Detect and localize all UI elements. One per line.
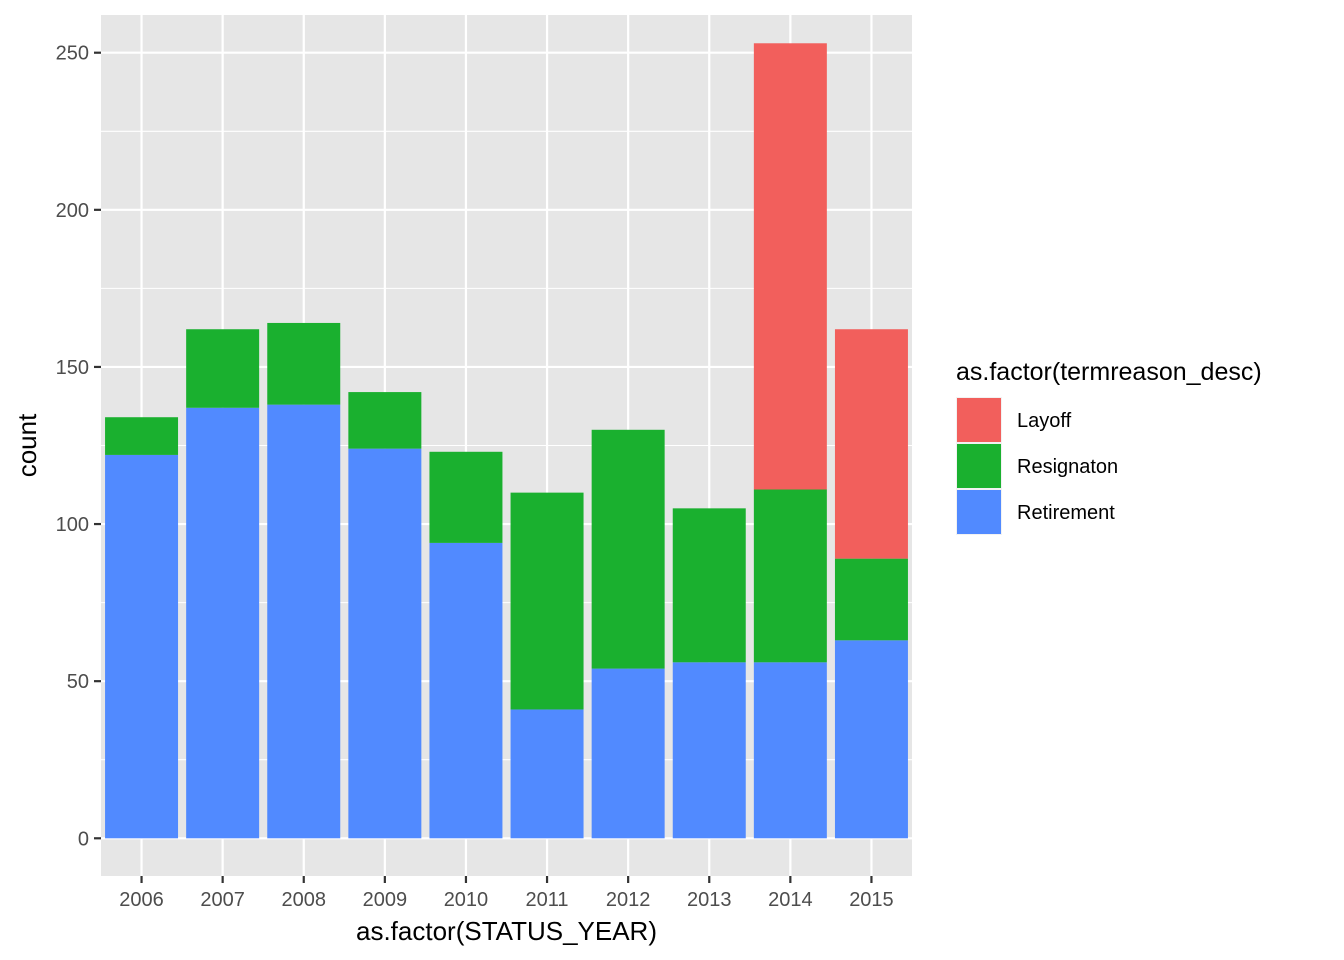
- bar-retirement-2011: [510, 709, 584, 839]
- x-axis: 2006 2007 2008 2009 2010 2011 2012 2013 2014 2015: [119, 876, 894, 911]
- bar-resignaton-2009: [348, 392, 422, 449]
- legend-key-retirement: [957, 490, 1001, 534]
- bar-resignaton-2015: [834, 558, 908, 641]
- legend-key-resignaton: [957, 444, 1001, 488]
- y-tick-label: 0: [78, 828, 89, 850]
- y-tick-label: 250: [56, 43, 89, 65]
- x-tick-label: 2015: [849, 889, 894, 911]
- bar-retirement-2008: [267, 404, 341, 839]
- bar-layoff-2015: [834, 329, 908, 559]
- x-axis-title: as.factor(STATUS_YEAR): [356, 916, 657, 946]
- bar-resignaton-2013: [672, 508, 746, 663]
- y-tick-label: 200: [56, 200, 89, 222]
- bar-resignaton-2006: [105, 417, 179, 455]
- x-tick-label: 2013: [687, 889, 732, 911]
- bar-retirement-2015: [834, 640, 908, 839]
- bar-resignaton-2007: [186, 329, 260, 408]
- bar-retirement-2006: [105, 454, 179, 839]
- bar-resignaton-2011: [510, 492, 584, 710]
- legend: as.factor(termreason_desc) Layoff Resigna…: [956, 358, 1262, 535]
- x-tick-label: 2014: [768, 889, 813, 911]
- x-tick-label: 2006: [119, 889, 164, 911]
- bar-resignaton-2008: [267, 322, 341, 405]
- bar-retirement-2010: [429, 542, 503, 839]
- x-tick-label: 2011: [526, 889, 569, 911]
- bar-layoff-2014: [753, 43, 827, 490]
- y-axis: 0 50 100 150 200 250: [56, 43, 101, 850]
- bar-resignaton-2010: [429, 451, 503, 543]
- bar-retirement-2009: [348, 448, 422, 839]
- x-tick-label: 2009: [363, 889, 408, 911]
- x-tick-label: 2008: [282, 889, 327, 911]
- bar-resignaton-2012: [591, 429, 665, 669]
- y-tick-label: 50: [67, 671, 89, 693]
- bar-resignaton-2014: [753, 489, 827, 663]
- legend-label-resignaton: Resignaton: [1017, 456, 1118, 478]
- y-tick-label: 100: [56, 514, 89, 536]
- bars: [105, 43, 908, 839]
- y-axis-title: count: [12, 413, 42, 477]
- bar-retirement-2012: [591, 668, 665, 839]
- legend-title: as.factor(termreason_desc): [956, 358, 1262, 386]
- legend-label-retirement: Retirement: [1017, 502, 1115, 524]
- legend-label-layoff: Layoff: [1017, 410, 1072, 432]
- x-tick-label: 2012: [606, 889, 651, 911]
- legend-key-layoff: [957, 398, 1001, 442]
- bar-retirement-2007: [186, 407, 260, 839]
- bar-retirement-2014: [753, 662, 827, 839]
- x-tick-label: 2007: [200, 889, 245, 911]
- bar-retirement-2013: [672, 662, 746, 839]
- x-tick-label: 2010: [444, 889, 489, 911]
- y-tick-label: 150: [56, 357, 89, 379]
